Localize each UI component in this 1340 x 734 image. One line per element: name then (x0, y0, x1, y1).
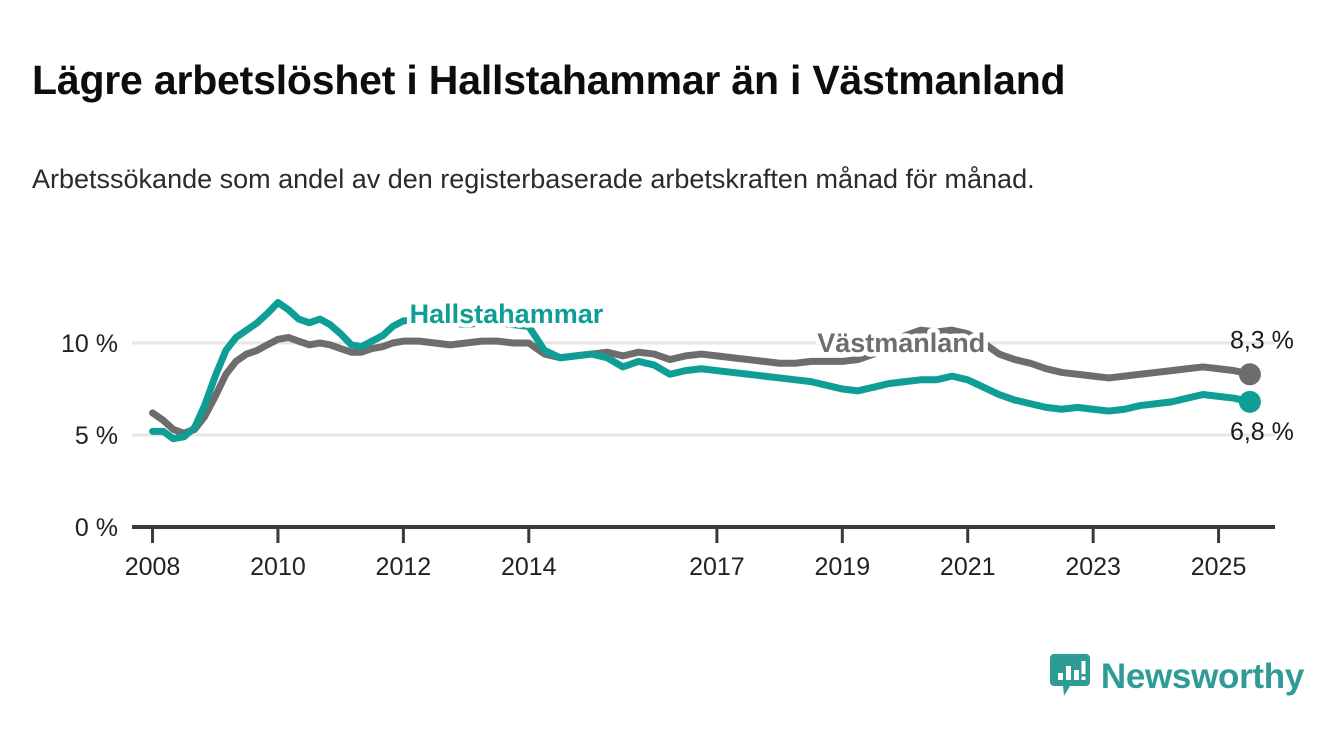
series-annotations: HallstahammarHallstahammarVästmanlandVäs… (405, 294, 990, 362)
end-value-label: 8,3 % (1230, 326, 1294, 354)
series-end-marker (1238, 390, 1261, 413)
y-axis-tick-label: 0 % (75, 514, 118, 542)
x-axis-tick-label: 2012 (376, 553, 432, 581)
y-axis-tick-labels: 0 % 5 % 10 % (61, 330, 118, 542)
chart-canvas: 0 %5 %10 % 2008 2010 2012 2014 2017 2019 2021 2… (61, 294, 1294, 581)
series-annotation-label: Västmanland (817, 328, 985, 358)
x-axis-tick-label: 2025 (1191, 553, 1247, 581)
end-point-markers (1238, 363, 1261, 413)
page-subtitle: Arbetssökande som andel av den registerb… (32, 164, 1035, 194)
x-axis-tick-label: 2014 (501, 553, 557, 581)
x-axis-tick-label: 2019 (815, 553, 871, 581)
y-axis-tick-label: 10 % (61, 330, 118, 358)
x-axis-tick-label: 2017 (689, 553, 745, 581)
series-end-marker (1238, 363, 1261, 386)
series-lines (149, 299, 1254, 443)
x-axis-tick-label: 2021 (940, 553, 996, 581)
line-chart: 0 % 5 % 10 % 2008 2010 2012 2014 2017 2019 2021 2… (0, 250, 1340, 590)
x-axis (151, 529, 1221, 543)
series-line (149, 326, 1254, 437)
page-title: Lägre arbetslöshet i Hallstahammar än i … (32, 57, 1066, 104)
bar-chart-speech-bubble-icon (1049, 654, 1090, 696)
series-annotation-label: Hallstahammar (410, 299, 604, 329)
x-axis-tick-label: 2008 (125, 553, 181, 581)
end-value-labels: 8,3 % 6,8 % (1230, 326, 1294, 446)
newsworthy-logo: Newsworthy (1049, 654, 1304, 698)
x-axis-tick-labels: 2008 2010 2012 2014 2017 2019 2021 2023 2025 (125, 553, 1247, 581)
series-line (149, 299, 1254, 443)
x-axis-tick-label: 2023 (1065, 553, 1121, 581)
logo-wordmark: Newsworthy (1100, 656, 1304, 696)
y-axis-tick-label: 5 % (75, 422, 118, 450)
end-value-label: 6,8 % (1230, 418, 1294, 446)
series-annotation-halo: Västmanland (817, 328, 985, 358)
series-annotation-halo: Hallstahammar (410, 299, 604, 329)
x-axis-tick-label: 2010 (250, 553, 306, 581)
